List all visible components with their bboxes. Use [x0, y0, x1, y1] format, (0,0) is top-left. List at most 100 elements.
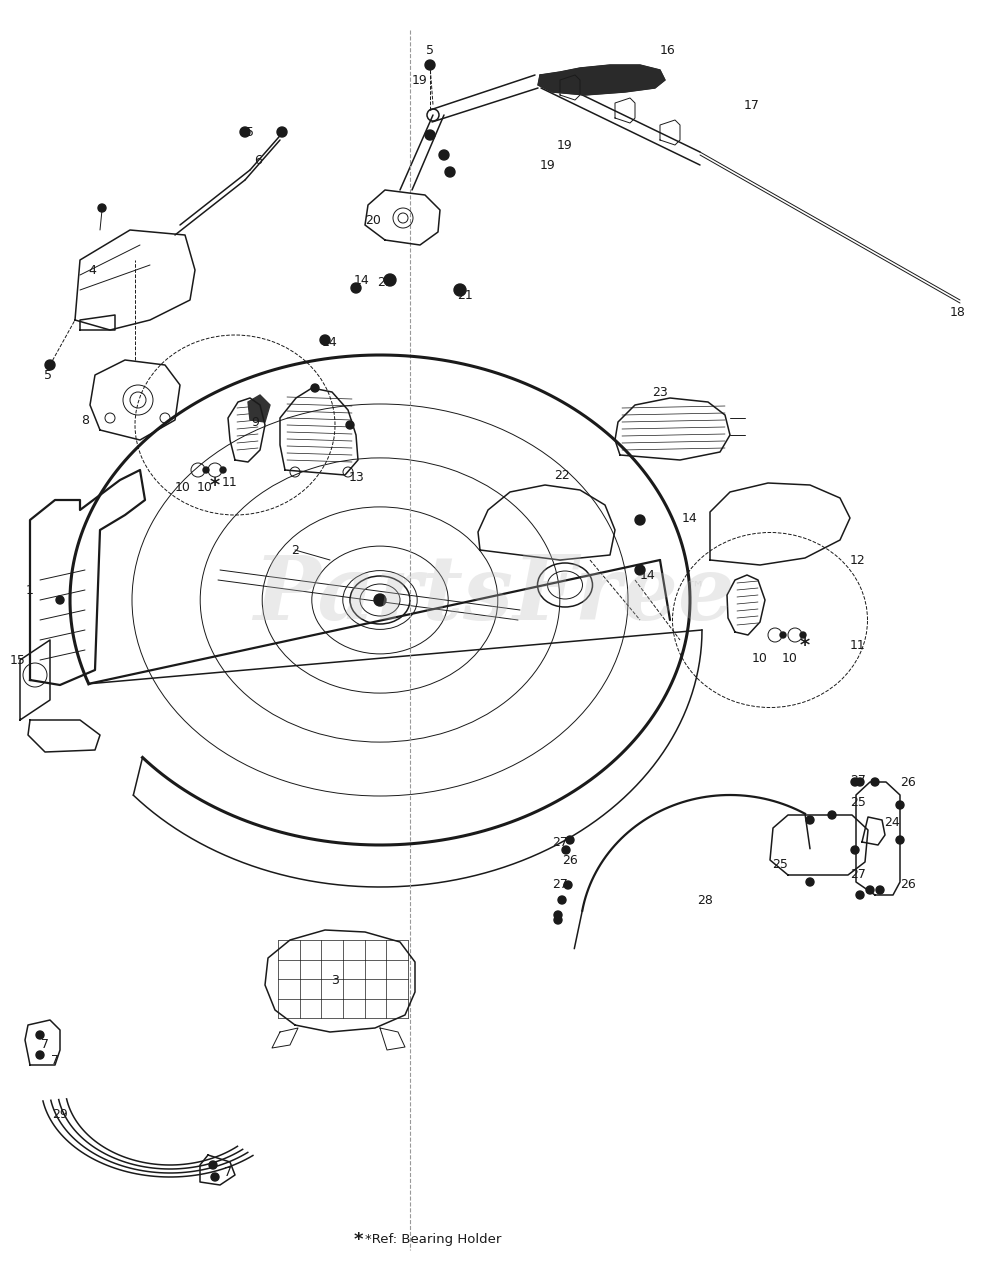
Circle shape — [558, 896, 566, 904]
Text: 22: 22 — [554, 468, 570, 481]
Circle shape — [209, 1161, 217, 1169]
Circle shape — [866, 886, 874, 893]
Text: *: * — [354, 1231, 363, 1249]
Text: 5: 5 — [44, 369, 52, 381]
Circle shape — [454, 284, 466, 296]
Circle shape — [211, 1172, 219, 1181]
Circle shape — [635, 515, 645, 525]
Text: 14: 14 — [354, 274, 370, 287]
Text: *Ref: Bearing Holder: *Ref: Bearing Holder — [365, 1234, 501, 1247]
Circle shape — [896, 801, 904, 809]
Text: 7: 7 — [224, 1166, 232, 1179]
Text: 13: 13 — [349, 471, 365, 484]
Text: 4: 4 — [88, 264, 96, 276]
Circle shape — [277, 127, 287, 137]
Text: ™: ™ — [685, 580, 704, 599]
Text: 26: 26 — [900, 776, 916, 788]
Text: 27: 27 — [850, 773, 865, 786]
Text: 19: 19 — [412, 73, 428, 87]
Text: 29: 29 — [52, 1108, 68, 1121]
Text: 11: 11 — [222, 475, 238, 489]
Circle shape — [856, 778, 864, 786]
Text: 21: 21 — [377, 275, 393, 288]
Circle shape — [635, 564, 645, 575]
Text: 1: 1 — [26, 584, 34, 596]
Polygon shape — [248, 396, 270, 422]
Circle shape — [346, 421, 354, 429]
Circle shape — [45, 360, 55, 370]
Text: 8: 8 — [81, 413, 89, 426]
Text: 21: 21 — [457, 288, 473, 302]
Text: 27: 27 — [552, 878, 568, 891]
Text: 7: 7 — [41, 1038, 49, 1051]
Text: 10: 10 — [782, 652, 798, 664]
Text: 25: 25 — [850, 795, 865, 809]
Text: 10: 10 — [197, 480, 213, 494]
Text: 10: 10 — [752, 652, 768, 664]
Circle shape — [240, 127, 250, 137]
Text: 28: 28 — [698, 893, 713, 906]
Text: 11: 11 — [850, 639, 865, 652]
Circle shape — [425, 60, 435, 70]
Text: 14: 14 — [322, 335, 338, 348]
Text: 27: 27 — [850, 869, 865, 882]
Circle shape — [871, 778, 879, 786]
Circle shape — [566, 836, 574, 844]
Text: 23: 23 — [652, 385, 668, 398]
Circle shape — [439, 150, 449, 160]
Circle shape — [56, 596, 64, 604]
Text: 9: 9 — [251, 416, 259, 429]
Text: 27: 27 — [552, 836, 568, 849]
Text: 17: 17 — [744, 99, 760, 111]
Text: 19: 19 — [557, 138, 573, 151]
Text: PartsFree: PartsFree — [253, 552, 735, 639]
Text: 10: 10 — [175, 480, 191, 494]
Circle shape — [851, 846, 859, 854]
Text: 24: 24 — [884, 815, 900, 828]
Circle shape — [374, 594, 386, 605]
Circle shape — [828, 812, 836, 819]
Circle shape — [554, 911, 562, 919]
Circle shape — [220, 467, 226, 474]
Circle shape — [554, 916, 562, 924]
Circle shape — [800, 632, 806, 637]
Text: 16: 16 — [660, 44, 676, 56]
Circle shape — [351, 283, 361, 293]
Circle shape — [562, 846, 570, 854]
Circle shape — [851, 778, 859, 786]
Circle shape — [36, 1051, 44, 1059]
Circle shape — [203, 467, 209, 474]
Text: 14: 14 — [682, 512, 698, 525]
Text: 12: 12 — [850, 553, 865, 567]
Circle shape — [876, 886, 884, 893]
Circle shape — [384, 274, 396, 285]
Text: 25: 25 — [772, 859, 788, 872]
Text: 18: 18 — [950, 306, 966, 319]
Circle shape — [36, 1030, 44, 1039]
Circle shape — [780, 632, 786, 637]
Circle shape — [445, 166, 455, 177]
Text: 6: 6 — [254, 154, 262, 166]
Circle shape — [806, 817, 814, 824]
Text: 5: 5 — [426, 44, 434, 56]
Text: 20: 20 — [365, 214, 381, 227]
Circle shape — [856, 891, 864, 899]
Text: 26: 26 — [900, 878, 916, 891]
Circle shape — [311, 384, 319, 392]
Text: 5: 5 — [246, 125, 254, 138]
Text: 19: 19 — [540, 159, 556, 172]
Circle shape — [564, 881, 572, 890]
Circle shape — [320, 335, 330, 346]
Text: *: * — [800, 635, 810, 654]
Circle shape — [896, 836, 904, 844]
Circle shape — [806, 878, 814, 886]
Text: 15: 15 — [10, 654, 26, 667]
Text: 14: 14 — [640, 568, 656, 581]
Text: 2: 2 — [291, 544, 299, 557]
Polygon shape — [538, 65, 665, 95]
Text: 3: 3 — [331, 974, 339, 987]
Text: 7: 7 — [51, 1053, 59, 1066]
Circle shape — [98, 204, 106, 212]
Text: *: * — [209, 475, 220, 494]
Circle shape — [425, 131, 435, 140]
